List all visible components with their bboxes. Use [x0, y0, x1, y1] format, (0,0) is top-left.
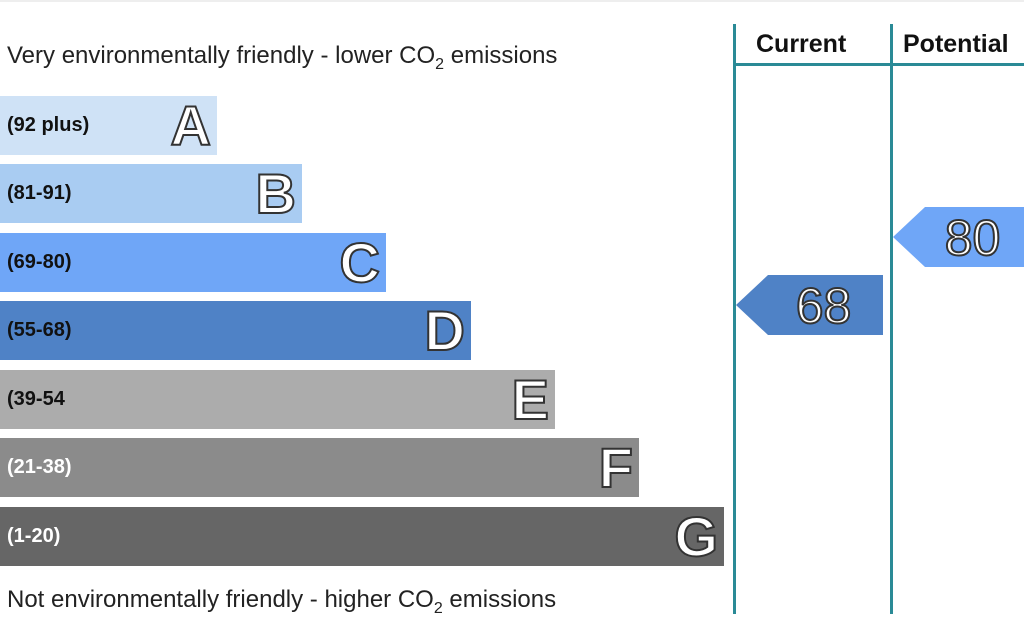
band-b: (81-91) B [0, 164, 302, 223]
band-range-label: (55-68) [7, 319, 72, 341]
current-rating-value: 68 [795, 277, 853, 335]
potential-arrow-shape [893, 207, 1024, 267]
band-g: (1-20) G [0, 507, 724, 566]
top-border [0, 0, 1024, 2]
current-rating-arrow: 68 [736, 275, 883, 335]
band-c: (69-80) C [0, 233, 386, 292]
current-column-left-rule [733, 24, 736, 614]
band-e: (39-54 E [0, 370, 555, 429]
current-arrow-shape [736, 275, 883, 335]
band-a: (92 plus) A [0, 96, 217, 155]
band-letter: A [170, 94, 212, 157]
band-range-label: (69-80) [7, 251, 72, 273]
band-f: (21-38) F [0, 438, 639, 497]
band-letter: C [339, 231, 381, 294]
potential-column-left-rule [890, 24, 893, 614]
potential-rating-value: 80 [944, 209, 1002, 267]
current-column-header: Current [756, 30, 847, 58]
band-d: (55-68) D [0, 301, 471, 360]
caption-bottom: Not environmentally friendly - higher CO… [7, 586, 557, 617]
band-range-label: (81-91) [7, 182, 72, 204]
band-range-label: (39-54 [7, 388, 65, 410]
band-letter: F [598, 436, 634, 499]
header-rule [733, 63, 1024, 66]
caption-top: Very environmentally friendly - lower CO… [7, 42, 558, 73]
potential-rating-arrow: 80 [893, 207, 1024, 267]
band-letter: E [511, 368, 550, 431]
band-range-label: (92 plus) [7, 114, 90, 136]
band-letter: D [424, 299, 466, 362]
band-letter: G [673, 505, 719, 568]
band-range-label: (21-38) [7, 456, 72, 478]
band-letter: B [255, 162, 297, 225]
band-range-label: (1-20) [7, 525, 61, 547]
potential-column-header: Potential [903, 30, 1009, 58]
